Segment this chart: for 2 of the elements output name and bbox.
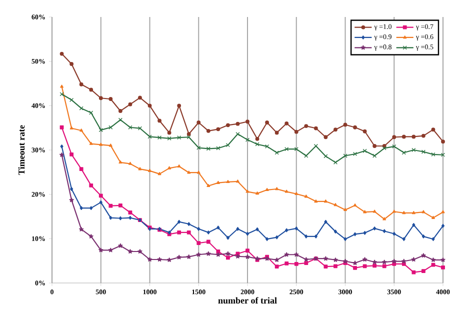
x-axis-title: number of trial — [218, 297, 277, 304]
y-axis-title: Timeout rate — [18, 125, 25, 175]
